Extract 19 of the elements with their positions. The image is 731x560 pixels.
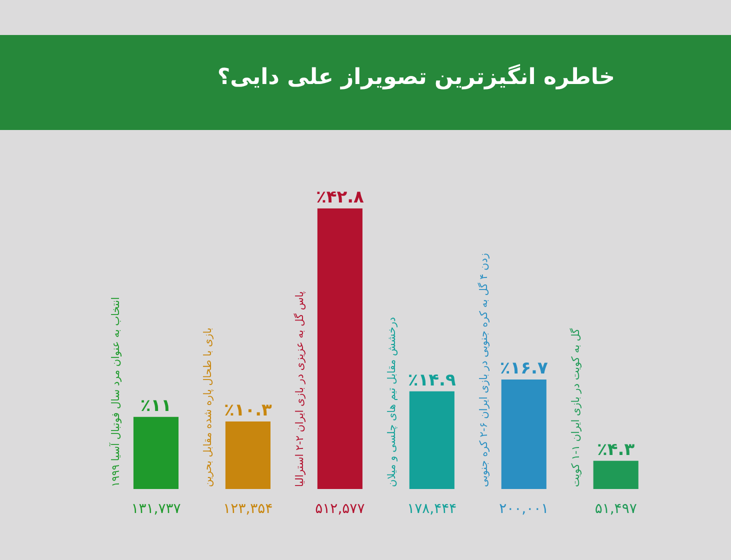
text: ۵۱,۴۹۷ (594, 501, 638, 517)
data-label: ٪۱۶.۷ (500, 358, 548, 379)
data-label: ٪۴.۳ (597, 440, 636, 460)
x-tick-label: بازی با طحال پاره شده مقابل بحرین (202, 328, 214, 487)
x-tick-label: درخشش مقابل تیم های چلسی و میلان (386, 316, 398, 487)
data-label: ٪۱۴.۹ (408, 370, 457, 390)
text: ۲۰۰,۰۰۱ (499, 501, 549, 517)
x-tick-label: پاس گل به عزیزی در بازی ایران ۲-۲ استرالیا (293, 291, 306, 487)
text: ۵۱۲,۵۷۷ (315, 501, 366, 517)
text: ۱۷۸,۴۴۴ (407, 501, 457, 517)
text: ۱۲۳,۳۵۴ (223, 501, 273, 517)
data-label: ٪۱۱ (140, 396, 172, 416)
data-label: ٪۴۲.۸ (316, 187, 365, 208)
text: ۱۳۱,۷۳۷ (131, 501, 182, 517)
chart-title: خاطره انگیزترین تصویراز علی دایی؟ (217, 63, 615, 90)
x-tick-label: گل به کویت در بازی ایران ۱-۱ کویت (569, 328, 582, 487)
x-tick-label: انتخاب به عنوان مرد سال فوتبال آسیا ۱۹۹۹ (109, 297, 122, 487)
x-tick-label: زدن ۴ گل به کره جنوبی در بازی ایران ۶-۲ کره جنوبی (477, 253, 490, 487)
data-label: ٪۱۰.۳ (224, 400, 273, 420)
